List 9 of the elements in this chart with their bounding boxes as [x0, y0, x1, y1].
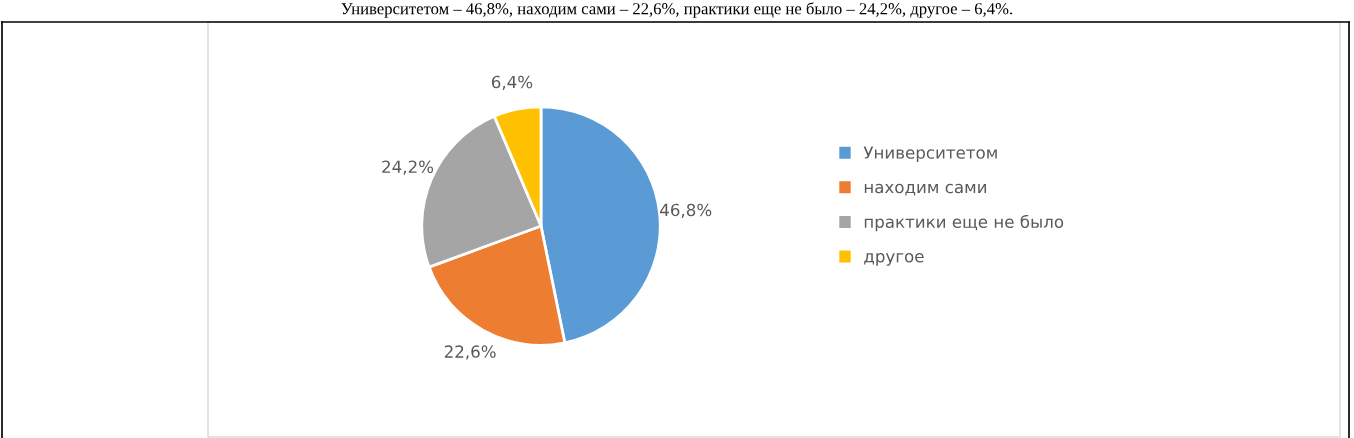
legend-label: находим сами — [864, 183, 986, 196]
text: Университетом – 46,8%, находим сами – 22,6%, практики еще не было – 24,2%, другое – 6,4%. — [341, 2, 1013, 18]
legend-label: практики еще не было — [864, 214, 1064, 232]
legend-label: Университетом — [863, 146, 997, 163]
data-label: 24,2% — [382, 160, 434, 175]
data-label: 6,4% — [491, 75, 533, 91]
data-label: 46,8% — [660, 203, 712, 218]
legend-label: другое — [864, 252, 924, 266]
data-label: 22,6% — [444, 345, 496, 360]
